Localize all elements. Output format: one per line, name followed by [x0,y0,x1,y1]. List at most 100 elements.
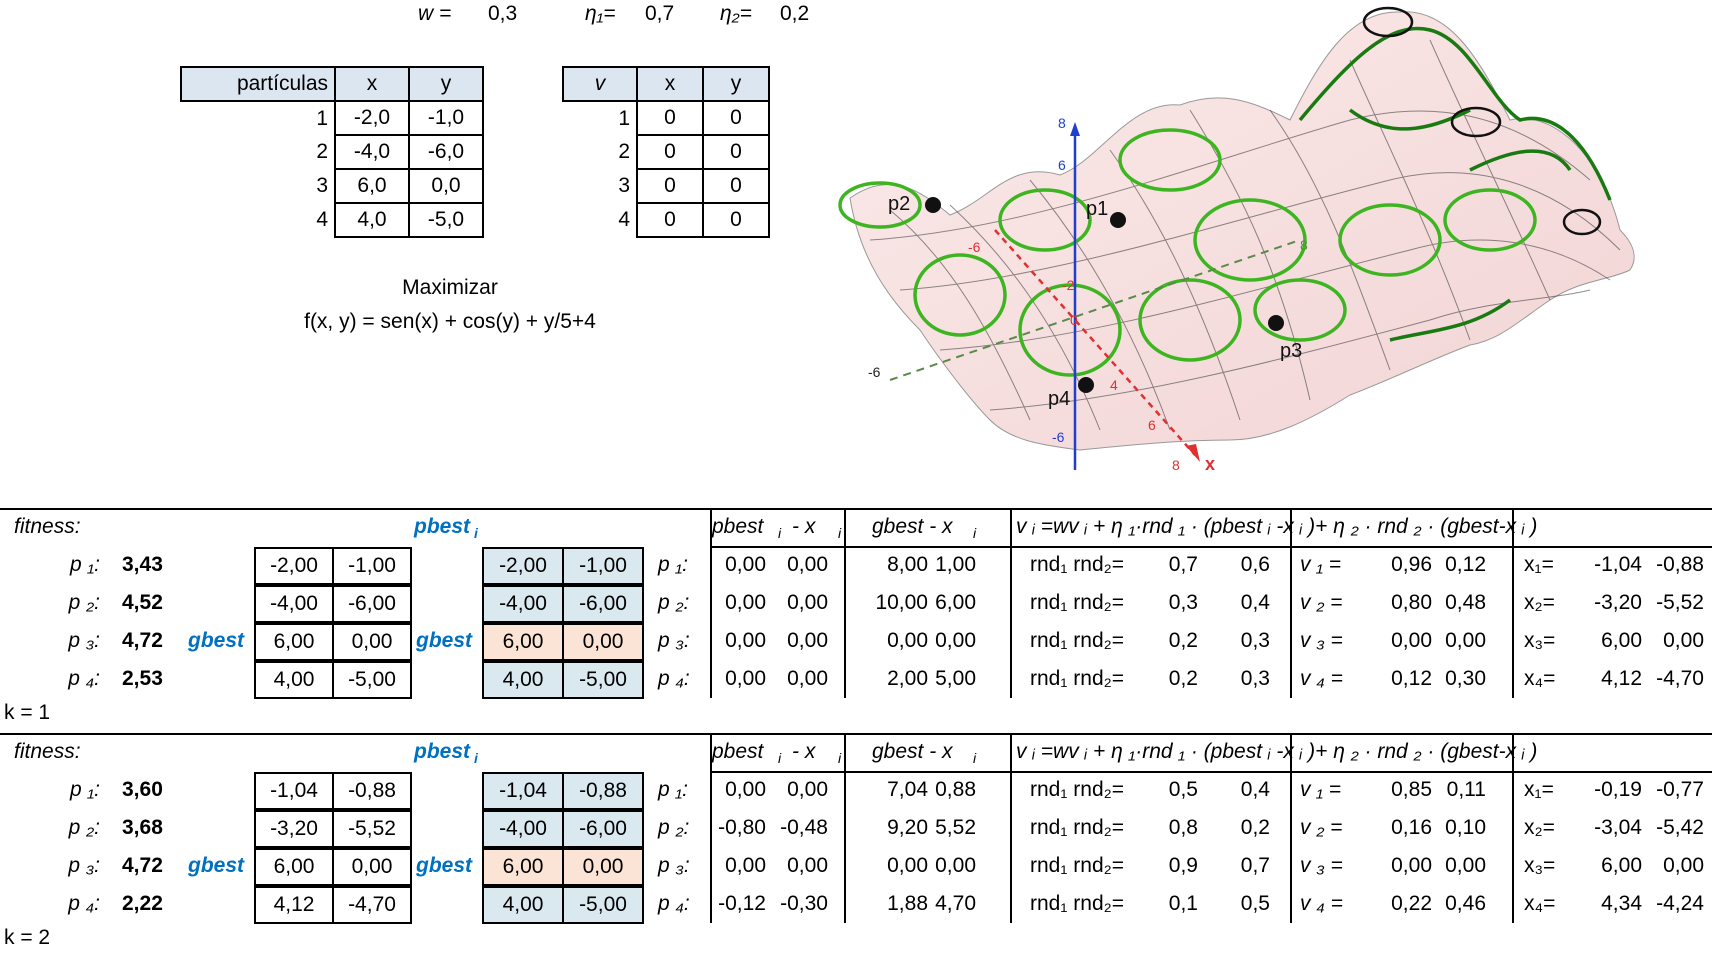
new-x-value: 4,12 [1601,667,1642,690]
diff-pbest-y: -0,30 [780,892,828,915]
position-y-cell: -4,70 [332,886,412,924]
w-label: w = [418,2,452,25]
surface-plot: -6 8 6 -6 0 4 6 8 -2 -6 8 x p2 p1 p3 p4 [838,6,1635,474]
x-tick: 0 [1070,312,1078,328]
new-x-value: -3,04 [1594,816,1642,839]
new-x-value: -0,19 [1594,778,1642,801]
cell-x: 0 [636,168,704,204]
cell-y: -5,0 [408,202,484,238]
peak-rings [1362,6,1602,236]
particle-p3 [1268,315,1284,331]
new-y-value: -0,88 [1656,553,1704,576]
pbest-subscript: i [474,525,478,541]
velocity-label: v ₁ = [1300,778,1342,801]
surface [849,11,1635,451]
fitness-value: 4,72 [122,854,163,877]
row-index: 1 [563,101,638,135]
update-formula: v ᵢ =wv ᵢ + η ₁·rnd ₁ · (pbest ᵢ -x ᵢ )+… [1016,515,1538,538]
row-index: 3 [181,169,336,203]
table-row: 4 4,0 -5,0 [181,202,484,238]
pbest-y-cell: -6,00 [562,810,644,848]
contour-lines [838,128,1537,377]
position-y-cell: -1,00 [332,547,412,585]
position-x-cell: 6,00 [254,848,334,886]
table-row: 2 -4,0 -6,0 [181,134,484,170]
velocity-label: v ₄ = [1300,667,1343,690]
pbest-y-cell: -5,00 [562,661,644,699]
diff-gbest-header: gbest - x [872,515,953,538]
velocity-x: 0,00 [1391,629,1432,652]
rnd-label: rnd₁ rnd₂= [1030,816,1125,839]
velocity-y: 0,30 [1445,667,1486,690]
fitness-value: 3,43 [122,553,163,576]
diff-pbest-y: 0,00 [787,778,828,801]
table-row: 4 0 0 [563,202,770,238]
column-rule [844,735,846,923]
cell-x: -2,0 [334,100,410,136]
row-index: 1 [181,101,336,135]
new-y-value: -4,70 [1656,667,1704,690]
pbest-x-cell: 4,00 [482,661,564,699]
rnd2-value: 0,2 [1240,816,1270,839]
pbest-x-cell: -4,00 [482,585,564,623]
x-tick: 6 [1148,417,1156,433]
y-axis [889,239,1301,381]
particle-label: p ₃: [68,854,100,877]
table-row: 3 6,0 0,0 [181,168,484,204]
rnd-label: rnd₁ rnd₂= [1030,667,1125,690]
new-x-label: x₁= [1524,778,1554,801]
pbest-y-cell: -0,88 [562,772,644,810]
contour-lines-dark [1298,26,1612,342]
pbest-gbest-tag: gbest [416,854,473,877]
velocity-x: 0,16 [1391,816,1432,839]
position-x-cell: -1,04 [254,772,334,810]
rnd1-value: 0,7 [1168,553,1198,576]
particle-row-label: p ₂: [658,816,690,839]
position-x-cell: -4,00 [254,585,334,623]
particle-row-label: p ₂: [658,591,690,614]
x-tick: -2 [1062,277,1075,293]
eta2-label: η₂= [720,2,752,25]
particle-row-label: p ₃: [658,854,690,877]
particle-row-label: p ₄: [658,667,690,690]
table-row: 3 0 0 [563,168,770,204]
velocity-y: 0,10 [1445,816,1486,839]
eta1-value: 0,7 [645,2,675,25]
diff-gbest-y: 5,52 [935,816,976,839]
pbest-y-cell: -1,00 [562,547,644,585]
velocity-y: 0,00 [1445,629,1486,652]
particle-label: p2 [888,193,910,215]
diff-gbest-x: 9,20 [887,816,928,839]
cell-x: 0 [636,100,704,136]
position-x-cell: -3,20 [254,810,334,848]
eta1-label: η₁= [585,2,616,25]
position-y-cell: 0,00 [332,623,412,661]
fitness-header: fitness: [14,515,81,538]
cell-x: 6,0 [334,168,410,204]
rnd-label: rnd₁ rnd₂= [1030,778,1125,801]
iteration-k-label: k = 1 [4,701,51,724]
particle-row-label: p ₁: [658,553,688,576]
x-tick: 8 [1172,457,1180,473]
particles-table: partículas x y 1 -2,0 -1,0 2 -4,0 -6,0 3… [180,66,484,238]
particle-label: p1 [1086,198,1108,220]
rnd2-value: 0,6 [1240,553,1270,576]
fitness-value: 4,72 [122,629,163,652]
position-y-cell: -5,52 [332,810,412,848]
table-row: 2 0 0 [563,134,770,170]
diff-gbest-y: 6,00 [935,591,976,614]
diff-pbest-y: 0,00 [787,591,828,614]
fitness-value: 2,53 [122,667,163,690]
x-tick: -6 [968,239,981,255]
particles-y-header: y [408,66,484,102]
pbest-y-cell: 0,00 [562,623,644,661]
pbest-y-cell: -6,00 [562,585,644,623]
row-index: 3 [563,169,638,203]
particles-header: partículas [180,66,336,102]
diff-pbest-y: 0,00 [787,667,828,690]
velocity-label: v ₃ = [1300,629,1343,652]
diff-pbest-y: 0,00 [787,629,828,652]
velocity-label: v ₃ = [1300,854,1343,877]
x-tick: 4 [1110,377,1118,393]
particle-p2 [925,197,941,213]
